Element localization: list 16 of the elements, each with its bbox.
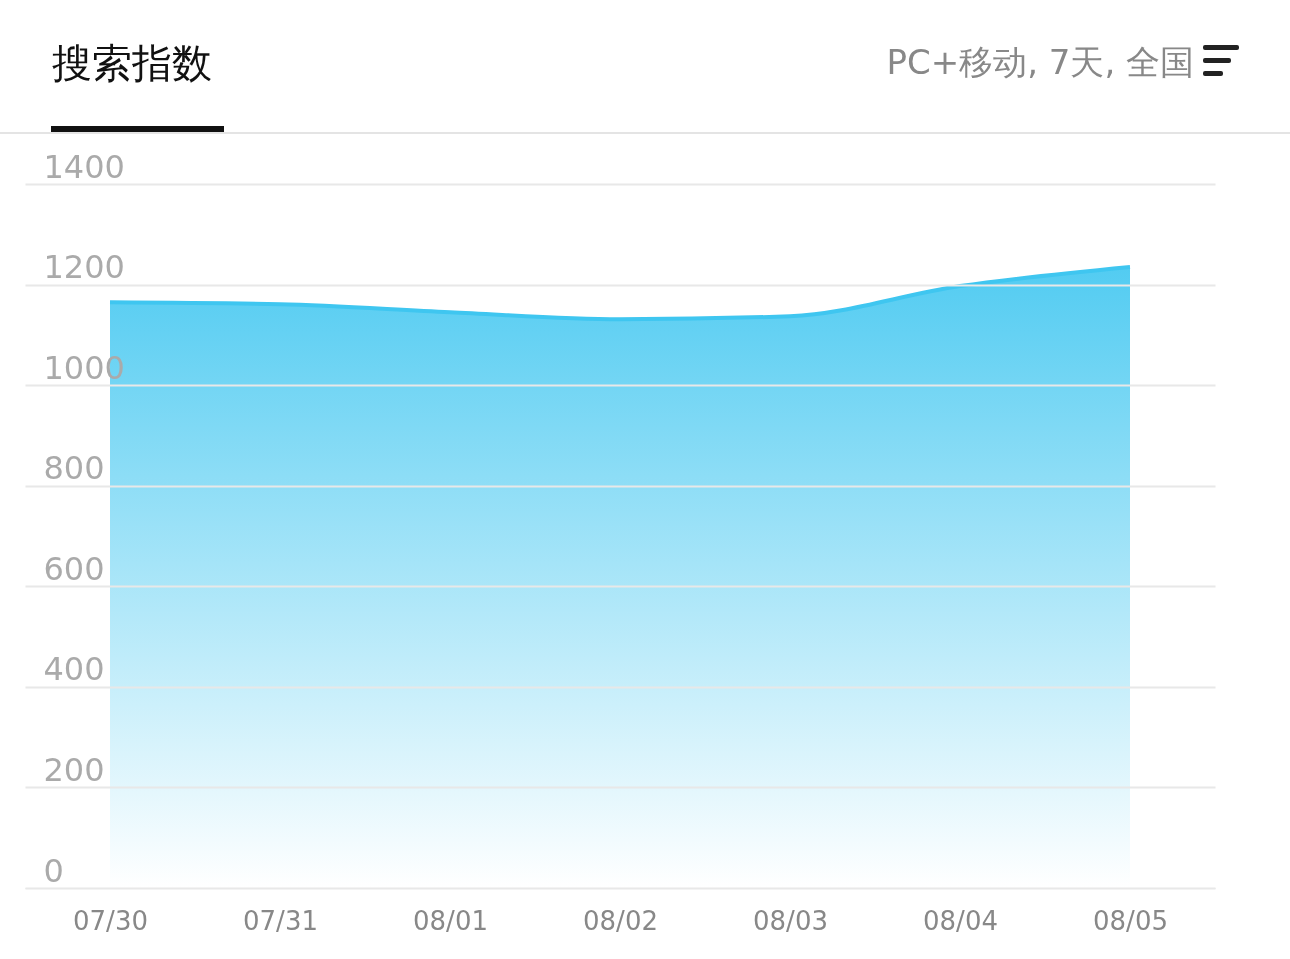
x-tick-label: 07/30 xyxy=(73,905,148,936)
y-tick-label: 600 xyxy=(43,549,105,588)
y-tick-label: 200 xyxy=(43,750,105,789)
y-tick-label: 0 xyxy=(43,851,64,890)
x-tick-label: 08/05 xyxy=(1093,905,1168,936)
y-tick-label: 1400 xyxy=(43,147,125,186)
chart-title: 搜索指数 xyxy=(52,39,212,88)
x-tick-label: 08/04 xyxy=(923,905,998,936)
y-tick-label: 400 xyxy=(43,650,105,689)
y-tick-label: 800 xyxy=(43,449,105,488)
x-tick-label: 07/31 xyxy=(243,905,318,936)
chart-subtitle: PC+移动, 7天, 全国 xyxy=(886,41,1194,84)
y-tick-label: 1200 xyxy=(43,248,125,287)
x-tick-label: 08/03 xyxy=(753,905,828,936)
x-tick-label: 08/02 xyxy=(583,905,658,936)
x-tick-label: 08/01 xyxy=(413,905,488,936)
